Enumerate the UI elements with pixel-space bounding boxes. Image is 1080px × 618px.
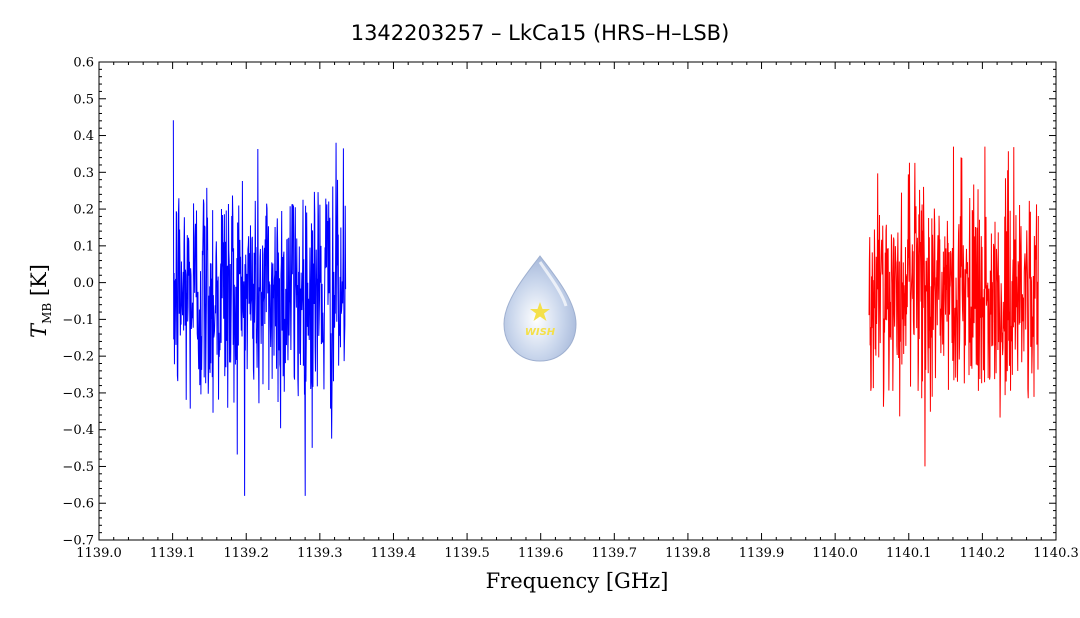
y-tick-label: −0.7 [62, 534, 94, 549]
y-tick-label: 0.0 [73, 276, 94, 291]
y-tick-label: 0.3 [73, 166, 94, 181]
series-group [172, 120, 1039, 496]
series-line-1 [172, 120, 347, 496]
x-tick-label: 1139.9 [739, 546, 785, 561]
x-tick-label: 1140.1 [886, 546, 932, 561]
y-axis-unit: [K] [27, 264, 51, 296]
series-line-2 [868, 146, 1039, 467]
logo-text: WISH [525, 327, 556, 338]
x-tick-label: 1139.5 [444, 546, 490, 561]
axis-ticks: 1139.0 1139.1 1139.2 1139.3 1139.4 1139.5 1139… [62, 56, 1078, 562]
y-tick-label: 0.5 [73, 92, 94, 107]
x-tick-label: 1139.7 [592, 546, 638, 561]
y-axis-subscript: MB [40, 303, 54, 324]
wish-logo: WISH [503, 255, 577, 362]
y-tick-label: 0.2 [73, 203, 94, 218]
y-tick-label: −0.1 [62, 313, 94, 328]
x-tick-label: 1139.4 [371, 546, 417, 561]
x-tick-label: 1140.3 [1033, 546, 1079, 561]
logo-star-icon [530, 302, 550, 321]
x-tick-label: 1140.2 [960, 546, 1006, 561]
y-tick-label: −0.3 [62, 386, 94, 401]
y-axis-label: TMB [K] [27, 264, 54, 338]
x-tick-label: 1139.0 [76, 546, 122, 561]
y-tick-label: 0.1 [73, 239, 94, 254]
y-tick-label: 0.4 [73, 129, 94, 144]
x-axis-label: Frequency [GHz] [486, 569, 669, 593]
y-tick-label: −0.4 [62, 423, 94, 438]
y-tick-label: −0.2 [62, 350, 94, 365]
x-tick-label: 1139.1 [150, 546, 196, 561]
y-tick-label: −0.6 [62, 497, 94, 512]
y-tick-label: −0.5 [62, 460, 94, 475]
svg-text:TMB [K]: TMB [K] [27, 264, 54, 338]
y-tick-label: 0.6 [73, 56, 94, 71]
x-tick-label: 1139.6 [518, 546, 564, 561]
plot-frame [98, 61, 1057, 541]
x-tick-label: 1139.8 [665, 546, 711, 561]
plot-area: 1139.0 1139.1 1139.2 1139.3 1139.4 1139.5 1139… [62, 56, 1078, 562]
x-tick-label: 1140.0 [812, 546, 858, 561]
x-tick-label: 1139.2 [223, 546, 269, 561]
x-tick-label: 1139.3 [297, 546, 343, 561]
y-axis-symbol: T [27, 322, 51, 338]
chart-title: 1342203257 – LkCa15 (HRS–H–LSB) [351, 21, 730, 45]
